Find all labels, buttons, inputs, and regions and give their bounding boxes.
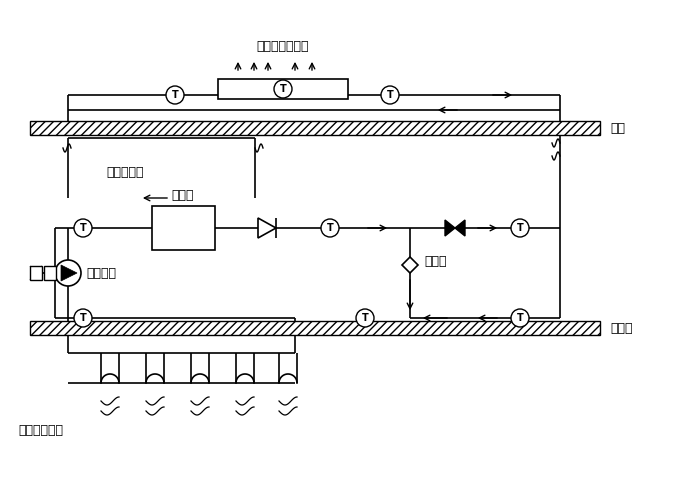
- Circle shape: [166, 86, 184, 104]
- Text: 地埋管换热器: 地埋管换热器: [18, 423, 63, 437]
- Text: T: T: [387, 90, 394, 100]
- Circle shape: [356, 309, 374, 327]
- Polygon shape: [258, 218, 276, 238]
- Circle shape: [381, 86, 399, 104]
- Text: T: T: [80, 313, 86, 323]
- Text: 屋顶: 屋顶: [610, 122, 625, 134]
- Bar: [44, 266, 56, 280]
- Text: T: T: [80, 223, 86, 233]
- Bar: [152, 206, 215, 250]
- Polygon shape: [445, 220, 455, 236]
- Circle shape: [321, 219, 339, 237]
- Text: T: T: [517, 223, 524, 233]
- Bar: [30, 121, 600, 135]
- Text: 冷却水泵: 冷却水泵: [86, 266, 116, 280]
- Bar: [30, 266, 42, 280]
- Text: 地平面: 地平面: [610, 322, 632, 334]
- Text: 旁通阀: 旁通阀: [424, 254, 446, 267]
- Circle shape: [274, 80, 292, 98]
- Polygon shape: [455, 220, 465, 236]
- Circle shape: [511, 309, 529, 327]
- Polygon shape: [61, 265, 77, 281]
- Bar: [30, 321, 600, 335]
- Circle shape: [74, 309, 92, 327]
- Text: T: T: [280, 84, 286, 94]
- Polygon shape: [402, 257, 418, 273]
- Text: T: T: [172, 90, 179, 100]
- Text: T: T: [362, 313, 369, 323]
- Text: 用户使用侧: 用户使用侧: [106, 165, 144, 178]
- Bar: [218, 79, 348, 99]
- Text: 夜间辐射散热器: 夜间辐射散热器: [257, 40, 309, 53]
- Text: 冷凝器: 冷凝器: [172, 189, 194, 202]
- Circle shape: [74, 219, 92, 237]
- Circle shape: [55, 260, 81, 286]
- Circle shape: [511, 219, 529, 237]
- Text: T: T: [327, 223, 334, 233]
- Text: T: T: [517, 313, 524, 323]
